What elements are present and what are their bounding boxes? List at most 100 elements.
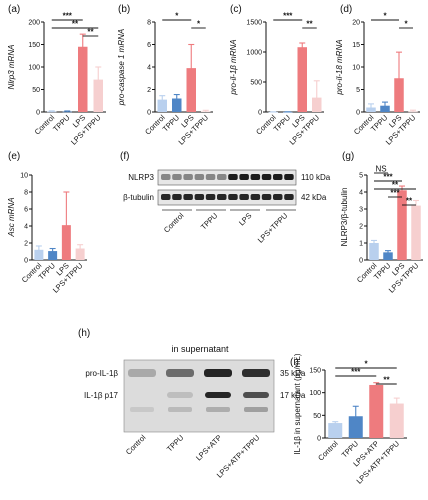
blot-row-label: β-tubulin — [123, 193, 154, 202]
y-tick-label: 10 — [20, 173, 28, 180]
blot-band-pro — [204, 369, 232, 377]
category-label-3: LPS+TPPU — [69, 113, 103, 147]
significance-label-2: ** — [87, 28, 94, 37]
y-tick-label: 100 — [309, 390, 321, 397]
y-tick-label: 0 — [24, 258, 28, 265]
category-label-1: TPPU — [272, 113, 293, 134]
significance-label-1: *** — [383, 173, 393, 182]
y-tick-label: 50 — [32, 87, 40, 94]
bar-3 — [389, 403, 404, 438]
bar-0 — [369, 243, 379, 260]
blot-group-label-0: Control — [162, 211, 186, 235]
y-tick-label: 1500 — [246, 20, 262, 27]
y-tick-label: 8 — [24, 190, 28, 197]
chart-panel-d: (d)pro-il-18 mRNA05101520ControlTPPULPSL… — [335, 4, 420, 147]
panel-label: (f) — [120, 151, 129, 162]
y-axis-title: pro-il-18 mRNA — [335, 39, 344, 95]
category-label-1: TPPU — [51, 113, 72, 134]
y-tick-label: 6 — [147, 42, 151, 49]
chart-panel-g: (g)NLRP3/β-tubulin012345ControlTPPULPSLP… — [340, 151, 423, 295]
chart-panel-c: (c)pro-il-1β mRNA050010001500ControlTPPU… — [229, 4, 324, 147]
panel-label: (c) — [230, 4, 242, 15]
y-tick-label: 20 — [352, 20, 360, 27]
blot-band — [161, 194, 171, 200]
blot-band — [194, 174, 205, 180]
blot-lane-label-2: LPS+ATP — [194, 433, 223, 462]
blot-group-label-3: LPS+TPPU — [256, 211, 290, 245]
significance-label-1: ** — [72, 20, 79, 29]
blot-band-p17 — [243, 392, 269, 398]
blot-band — [228, 174, 238, 180]
blot-size-label: 42 kDa — [301, 193, 327, 202]
blot-band-pro — [242, 369, 270, 377]
blot-title: in supernatant — [171, 344, 229, 354]
significance-label-1: * — [404, 20, 408, 29]
blot-band-pro — [128, 369, 156, 377]
blot-size-label: 110 kDa — [301, 173, 331, 182]
y-axis-title: IL-1β in supernatant (pg/mL) — [293, 353, 302, 454]
significance-label-0: * — [364, 360, 368, 369]
significance-label-2: ** — [392, 181, 399, 190]
y-axis-title: Asc mRNA — [7, 197, 16, 237]
blot-band-p17 — [167, 392, 193, 398]
y-tick-label: 0 — [356, 110, 360, 117]
y-tick-label: 6 — [24, 207, 28, 214]
blot-band — [228, 194, 238, 200]
y-tick-label: 1 — [359, 241, 363, 248]
blot-band — [250, 174, 261, 180]
y-tick-label: 2 — [359, 224, 363, 231]
bar-3 — [75, 248, 85, 260]
significance-label-2: ** — [383, 376, 390, 385]
blot-smear — [244, 407, 268, 412]
bar-1 — [348, 416, 363, 438]
bar-3 — [93, 79, 103, 112]
bar-2 — [397, 190, 407, 260]
panel-label: (a) — [8, 4, 20, 15]
blot-band — [183, 174, 193, 180]
blot-band — [261, 174, 272, 180]
panel-label: (e) — [8, 151, 20, 162]
y-tick-label: 2 — [24, 241, 28, 248]
panel-label: (g) — [342, 151, 354, 162]
significance-label-0: * — [383, 12, 387, 21]
y-tick-label: 500 — [250, 80, 262, 87]
y-tick-label: 0 — [317, 436, 321, 443]
y-tick-label: 150 — [309, 368, 321, 375]
y-tick-label: 1000 — [246, 50, 262, 57]
blot-band — [284, 194, 294, 200]
blot-band — [250, 194, 261, 200]
significance-label-0: *** — [63, 12, 73, 21]
blot-band — [217, 194, 227, 200]
blot-strip — [157, 169, 297, 186]
significance-label-1: *** — [351, 368, 361, 377]
blot-strip — [157, 189, 297, 206]
y-tick-label: 4 — [147, 65, 151, 72]
blot-row-label: NLRP3 — [128, 173, 154, 182]
significance-label-3: *** — [390, 189, 400, 198]
blot-band — [172, 174, 182, 180]
bar-0 — [328, 423, 343, 438]
panel-label: (b) — [118, 4, 130, 15]
category-label-1: TPPU — [161, 113, 182, 134]
y-tick-label: 150 — [28, 42, 40, 49]
blot-band — [273, 174, 283, 180]
blot-row-label: pro-IL-1β — [85, 369, 118, 378]
y-axis-title: Nlrp3 mRNA — [7, 45, 16, 90]
blot-band — [161, 174, 171, 180]
blot-group-label-2: LPS — [237, 211, 253, 227]
y-tick-label: 200 — [28, 20, 40, 27]
chart-panel-i: (i)IL-1β in supernatant (pg/mL) 0 50 100 150… — [290, 353, 407, 486]
bar-2 — [297, 47, 307, 113]
y-tick-label: 0 — [147, 110, 151, 117]
blot-band — [194, 194, 205, 200]
y-axis-title: pro-il-1β mRNA — [229, 39, 238, 95]
y-tick-label: 0 — [258, 110, 262, 117]
blot-lane-label-1: TPPU — [165, 433, 186, 454]
blot-band — [273, 194, 283, 200]
y-tick-label: 5 — [356, 87, 360, 94]
bar-3 — [411, 205, 421, 260]
y-tick-label: 15 — [352, 42, 360, 49]
